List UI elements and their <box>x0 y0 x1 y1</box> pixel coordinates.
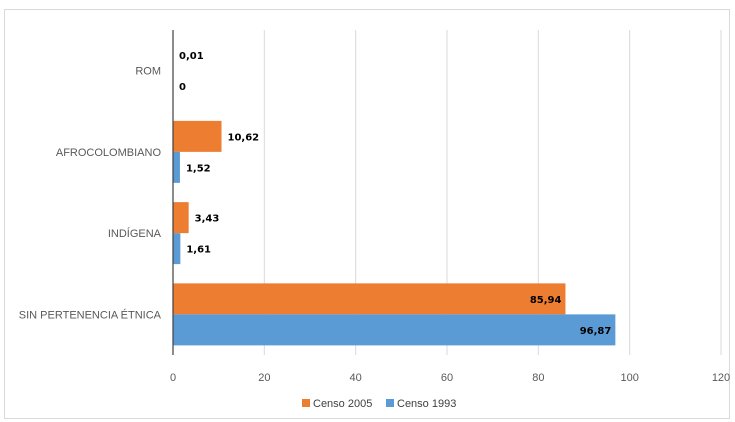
category-label: ROM <box>135 66 161 78</box>
legend-swatch <box>386 399 394 407</box>
x-tick-label: 0 <box>170 372 176 384</box>
data-label: 0,01 <box>179 51 204 62</box>
legend-label: Censo 2005 <box>313 398 372 410</box>
x-tick-label: 20 <box>258 372 270 384</box>
x-tick-label: 80 <box>532 372 544 384</box>
x-tick-label: 120 <box>712 372 730 384</box>
data-label: 96,87 <box>580 326 612 337</box>
chart-frame <box>4 9 730 419</box>
category-label: INDÍGENA <box>108 227 162 240</box>
x-tick-labels: 0 20 40 60 80 100 120 <box>170 372 730 384</box>
x-tick-label: 40 <box>350 372 362 384</box>
x-tick-label: 60 <box>441 372 453 384</box>
legend: Censo 2005 Censo 1993 <box>302 398 456 410</box>
bars <box>173 39 616 346</box>
x-tick-label: 100 <box>620 372 638 384</box>
data-labels: 0,01 0 10,62 1,52 3,43 1,61 85,94 96,87 <box>179 51 611 337</box>
category-labels: ROM AFROCOLOMBIANO INDÍGENA SIN PERTENENCIA… <box>19 66 162 322</box>
data-label: 3,43 <box>195 214 220 225</box>
bar <box>173 314 616 346</box>
bar <box>173 233 181 265</box>
data-label: 10,62 <box>227 132 259 143</box>
legend-label: Censo 1993 <box>397 398 456 410</box>
data-label: 85,94 <box>530 295 562 306</box>
category-label: SIN PERTENENCIA ÉTNICA <box>19 308 162 321</box>
bar <box>173 283 566 315</box>
bar <box>173 120 222 152</box>
bar <box>173 202 189 234</box>
legend-swatch <box>302 399 310 407</box>
data-label: 0 <box>179 82 186 93</box>
data-label: 1,52 <box>186 163 211 174</box>
category-label: AFROCOLOMBIANO <box>56 147 162 159</box>
data-label: 1,61 <box>186 245 211 256</box>
bar <box>173 151 180 183</box>
